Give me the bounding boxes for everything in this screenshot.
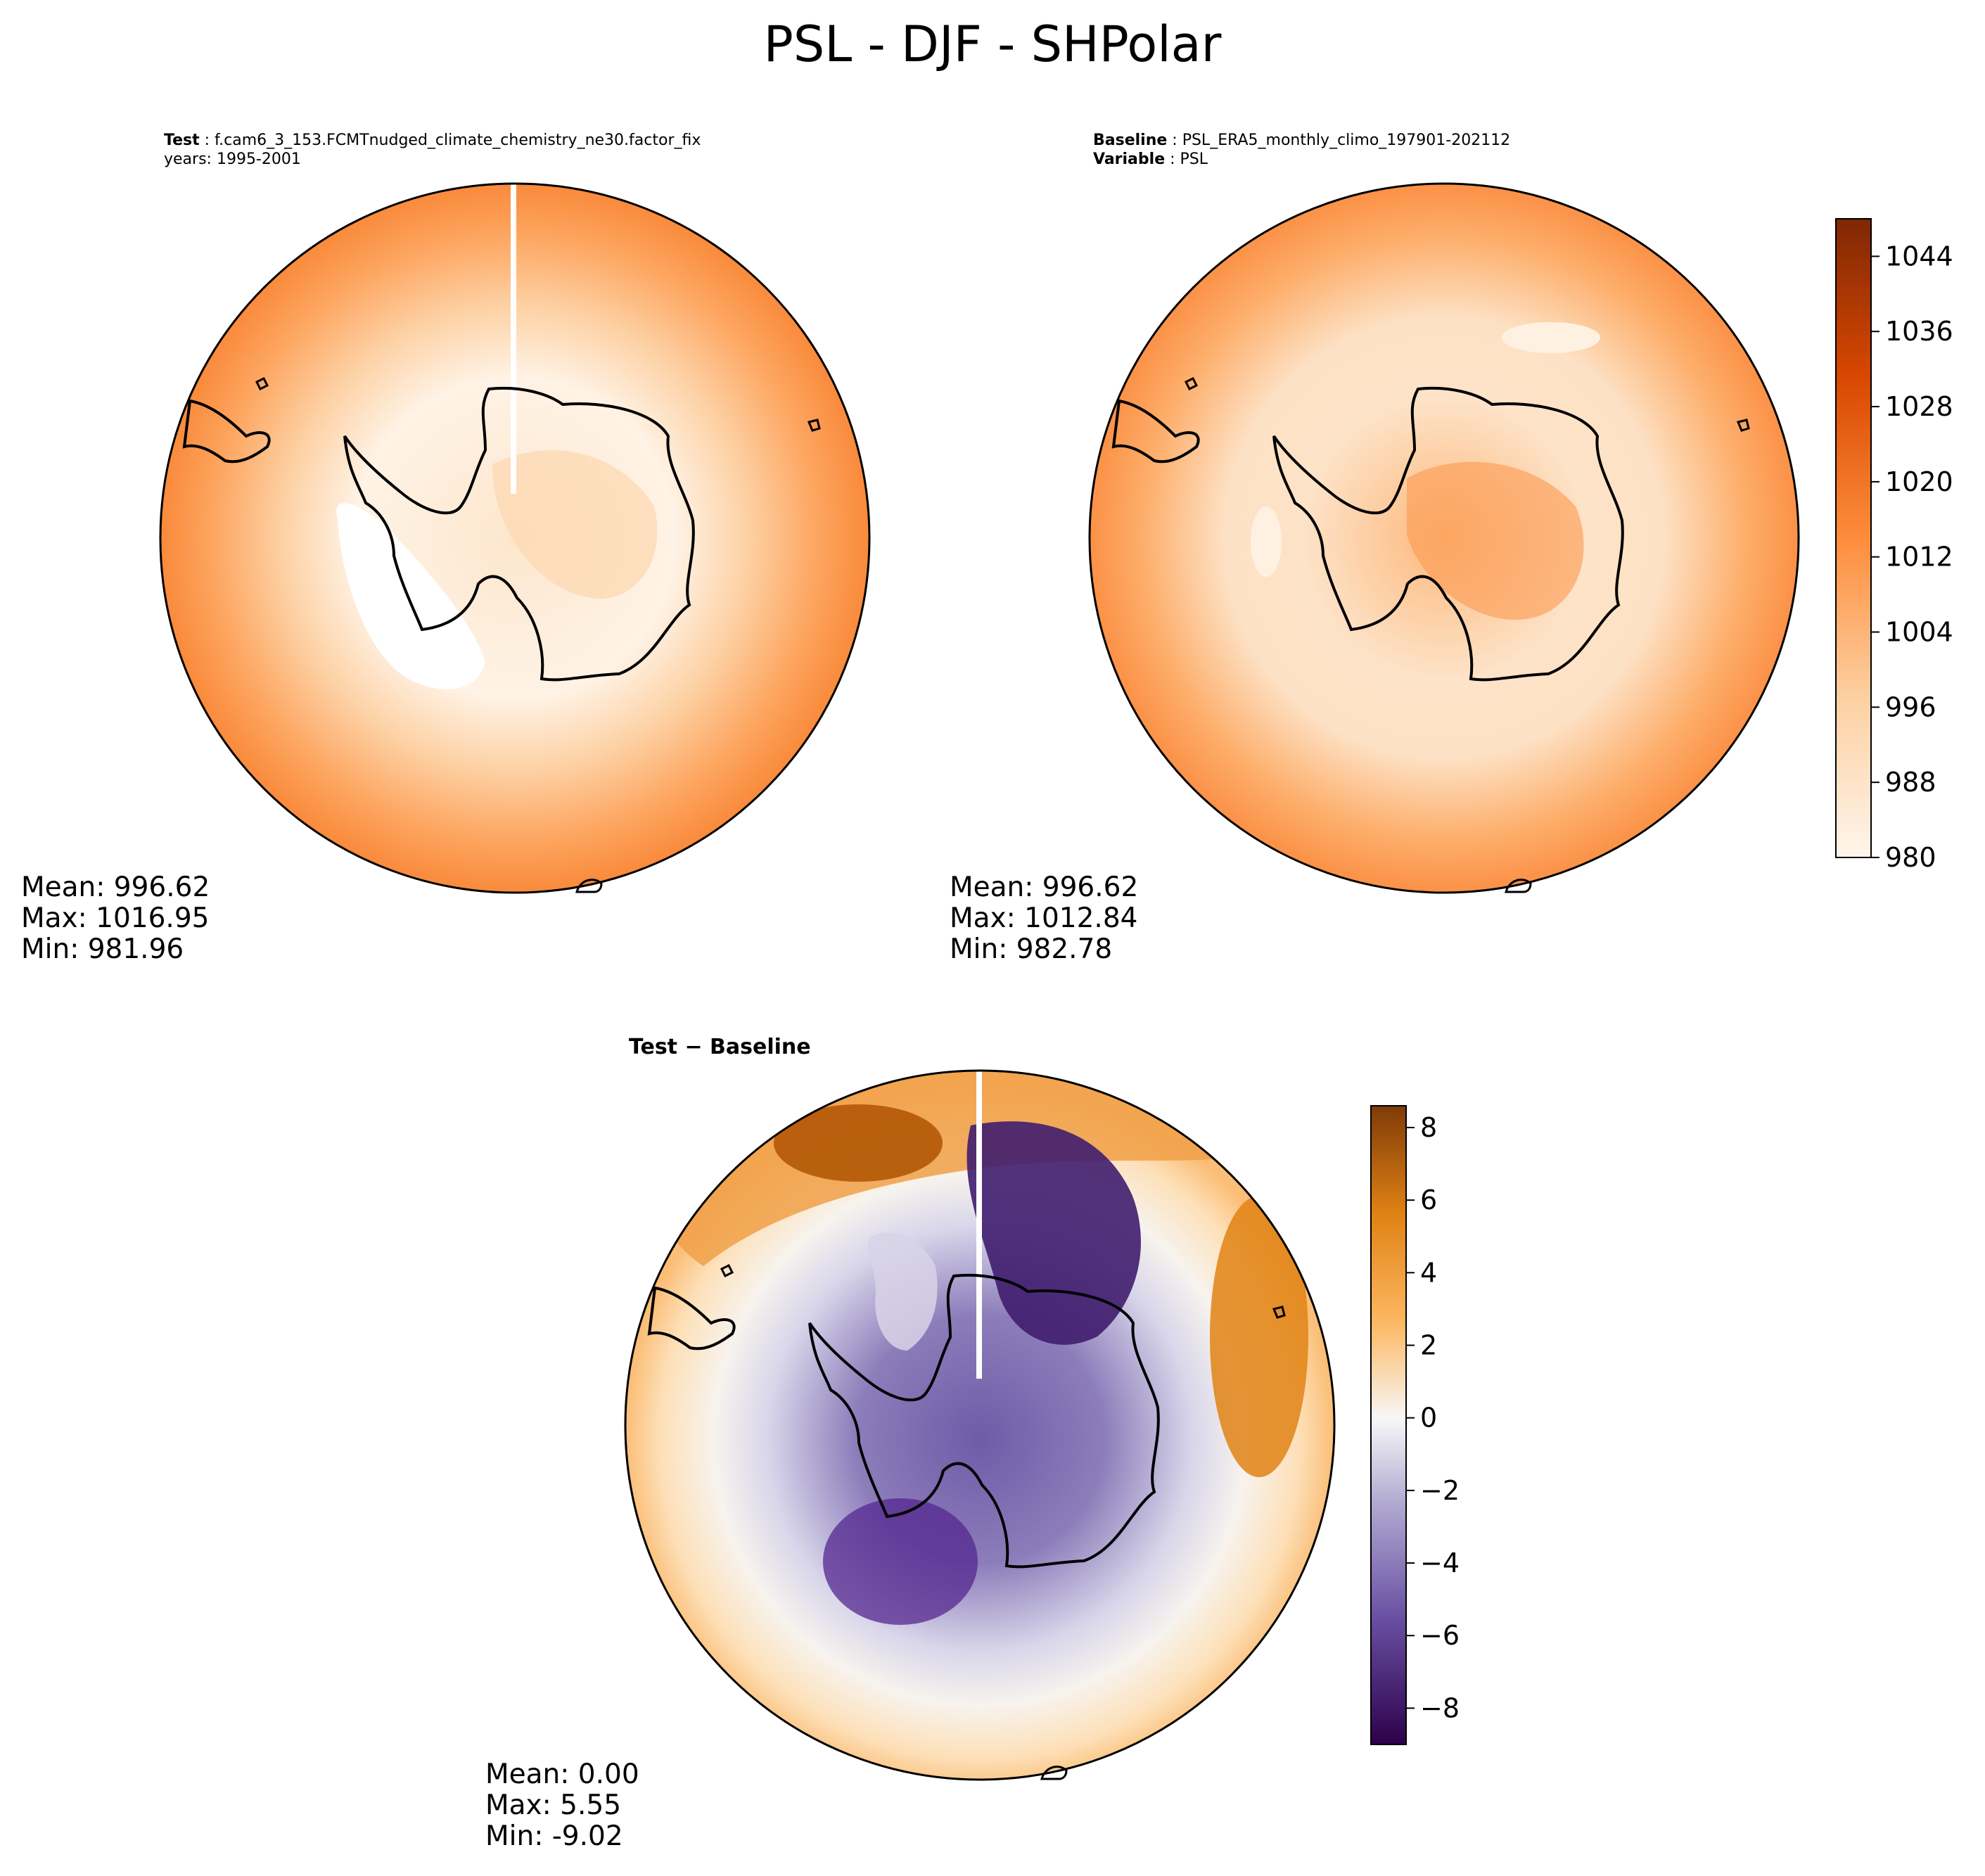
test-header: Test : f.cam6_3_153.FCMTnudged_climate_c… xyxy=(164,132,701,168)
psl-colorbar-ticks: 980 988 996 1004 1012 1020 1028 1036 1044 xyxy=(1871,241,1953,873)
psl-colorbar: 980 988 996 1004 1012 1020 1028 1036 1044 xyxy=(1835,218,1953,873)
diff-colorbar-ticks: 8 6 4 2 0 −2 −4 −6 −8 xyxy=(1406,1112,1460,1723)
psl-tick-label: 1036 xyxy=(1885,316,1953,347)
baseline-mean: Mean: 996.62 xyxy=(950,872,1138,903)
baseline-map xyxy=(1088,182,1800,894)
test-header-value: f.cam6_3_153.FCMTnudged_climate_chemistr… xyxy=(215,132,701,149)
diff-tick-label: 2 xyxy=(1420,1330,1437,1361)
diff-max: Max: 5.55 xyxy=(485,1789,621,1821)
test-min: Min: 981.96 xyxy=(21,933,184,965)
test-header-years: years: 1995-2001 xyxy=(164,151,301,168)
diff-min: Min: -9.02 xyxy=(485,1820,623,1852)
test-south-america-outline xyxy=(182,399,271,464)
diff-tick-label: −4 xyxy=(1420,1548,1460,1578)
psl-tick-label: 980 xyxy=(1885,842,1936,873)
psl-tick-label: 1012 xyxy=(1885,542,1953,573)
diff-tick-label: −2 xyxy=(1420,1475,1460,1506)
test-antarctica-outline xyxy=(343,386,695,682)
diff-south-america-outline xyxy=(647,1286,736,1351)
psl-tick-label: 1020 xyxy=(1885,466,1953,497)
figure-title: PSL - DJF - SHPolar xyxy=(763,15,1222,73)
baseline-min: Min: 982.78 xyxy=(950,933,1112,965)
baseline-south-america-outline xyxy=(1111,399,1200,464)
baseline-header: Baseline : PSL_ERA5_monthly_climo_197901… xyxy=(1093,132,1511,168)
test-max: Max: 1016.95 xyxy=(21,902,209,934)
psl-tick-label: 1028 xyxy=(1885,391,1953,422)
test-header-label: Test xyxy=(164,132,200,149)
baseline-max: Max: 1012.84 xyxy=(950,902,1137,934)
baseline-header-label: Baseline xyxy=(1093,132,1168,149)
diff-tick-label: −8 xyxy=(1420,1692,1460,1723)
diff-mean: Mean: 0.00 xyxy=(485,1759,639,1790)
diff-header: Test − Baseline xyxy=(629,1035,811,1059)
psl-tick-label: 996 xyxy=(1885,691,1936,722)
baseline-variable-value: PSL xyxy=(1180,151,1208,168)
diff-tick-label: −6 xyxy=(1420,1620,1460,1651)
baseline-variable-label: Variable xyxy=(1093,151,1166,168)
test-mean: Mean: 996.62 xyxy=(21,872,210,903)
diff-tick-label: 4 xyxy=(1420,1257,1437,1288)
diff-map xyxy=(624,1069,1336,1781)
diff-tick-label: 8 xyxy=(1420,1112,1437,1143)
diff-colorbar: 8 6 4 2 0 −2 −4 −6 −8 xyxy=(1370,1105,1460,1745)
psl-tick-label: 1044 xyxy=(1885,241,1953,272)
diff-tick-label: 0 xyxy=(1420,1403,1437,1434)
psl-tick-label: 1004 xyxy=(1885,617,1953,648)
psl-tick-label: 988 xyxy=(1885,767,1936,798)
diff-antarctica-outline xyxy=(808,1273,1160,1569)
baseline-header-value: PSL_ERA5_monthly_climo_197901-202112 xyxy=(1182,132,1511,149)
diff-tick-label: 6 xyxy=(1420,1185,1437,1215)
test-map xyxy=(159,182,871,894)
baseline-antarctica-outline xyxy=(1272,386,1624,682)
